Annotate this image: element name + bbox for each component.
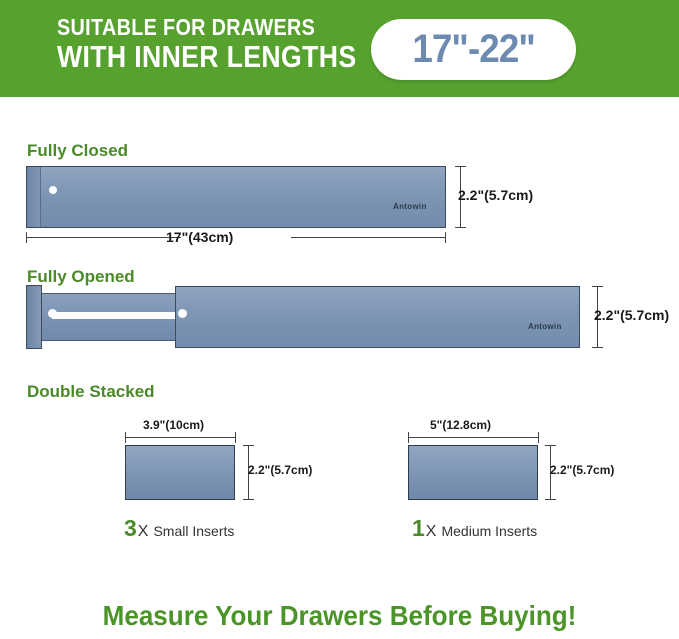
dimension-line-vertical bbox=[550, 445, 551, 500]
dimension-line-small-width bbox=[125, 432, 236, 443]
insert-medium-count-number: 1 bbox=[412, 515, 425, 541]
insert-small-count-multiplier: X bbox=[137, 523, 149, 540]
header-text-block: SUITABLE FOR DRAWERS WITH INNER LENGTHS bbox=[57, 14, 367, 74]
dimension-label-closed-width: 17"(43cm) bbox=[166, 229, 234, 245]
dimension-tick-bottom bbox=[545, 499, 556, 500]
divider-bar-opened-end-cap bbox=[26, 285, 42, 349]
dimension-line-small-height bbox=[243, 445, 254, 500]
insert-medium-count-multiplier: X bbox=[425, 523, 437, 540]
divider-bar-closed bbox=[26, 166, 446, 228]
brand-logo-opened: Antowin bbox=[528, 322, 562, 331]
dimension-label-small-height: 2.2"(5.7cm) bbox=[248, 463, 313, 477]
dimension-line-vertical bbox=[460, 166, 461, 228]
dimension-tick-right bbox=[235, 432, 236, 443]
dimension-tick-left bbox=[26, 232, 27, 243]
insert-medium-count-name: Medium Inserts bbox=[441, 523, 538, 539]
dimension-tick-bottom bbox=[243, 499, 254, 500]
divider-bar-opened-screw-hole-right-icon bbox=[178, 309, 187, 318]
dimension-line-segment-left bbox=[26, 237, 181, 238]
divider-bar-opened-screw-hole-left-icon bbox=[48, 309, 57, 318]
dimension-label-medium-height: 2.2"(5.7cm) bbox=[550, 463, 615, 477]
dimension-line-opened-height bbox=[592, 286, 603, 348]
dimension-line-vertical bbox=[597, 286, 598, 348]
dimension-line-vertical bbox=[248, 445, 249, 500]
size-range-badge-label: 17"-22" bbox=[412, 27, 535, 71]
divider-bar-closed-end-cap bbox=[27, 167, 41, 227]
dimension-tick-top bbox=[592, 286, 603, 287]
divider-bar-opened-main-panel bbox=[175, 286, 580, 348]
dimension-line-horizontal bbox=[125, 437, 236, 438]
section-heading-fully-opened: Fully Opened bbox=[27, 267, 135, 286]
dimension-tick-right bbox=[538, 432, 539, 443]
footer-tagline: Measure Your Drawers Before Buying! bbox=[102, 600, 577, 631]
insert-small-count-name: Small Inserts bbox=[153, 523, 235, 539]
brand-logo-closed: Antowin bbox=[393, 202, 427, 211]
dimension-tick-top bbox=[455, 166, 466, 167]
dimension-tick-left bbox=[125, 432, 126, 443]
insert-small-shape bbox=[125, 445, 235, 500]
header-banner: SUITABLE FOR DRAWERS WITH INNER LENGTHS … bbox=[0, 0, 679, 97]
dimension-line-closed-height bbox=[455, 166, 466, 228]
header-headline-line1: SUITABLE FOR DRAWERS bbox=[57, 14, 316, 40]
insert-small-count-number: 3 bbox=[124, 515, 137, 541]
section-heading-double-stacked: Double Stacked bbox=[27, 382, 155, 401]
dimension-label-closed-height: 2.2"(5.7cm) bbox=[458, 187, 534, 203]
dimension-tick-right bbox=[445, 232, 446, 243]
divider-bar-closed-screw-hole-icon bbox=[49, 186, 57, 194]
section-heading-fully-closed: Fully Closed bbox=[27, 141, 129, 160]
dimension-label-medium-width: 5"(12.8cm) bbox=[430, 418, 492, 432]
dimension-line-medium-height bbox=[545, 445, 556, 500]
dimension-tick-left bbox=[408, 432, 409, 443]
dimension-tick-top bbox=[545, 445, 556, 446]
insert-medium-shape bbox=[408, 445, 538, 500]
dimension-line-horizontal bbox=[408, 437, 539, 438]
dimension-line-closed-width bbox=[26, 232, 446, 243]
dimension-line-segment-right bbox=[291, 237, 446, 238]
header-headline-line2: WITH INNER LENGTHS bbox=[57, 39, 357, 74]
divider-bar-opened-slot bbox=[52, 312, 180, 319]
dimension-label-small-width: 3.9"(10cm) bbox=[143, 418, 205, 432]
dimension-tick-bottom bbox=[455, 227, 466, 228]
dimension-label-opened-height: 2.2"(5.7cm) bbox=[594, 307, 670, 323]
dimension-line-medium-width bbox=[408, 432, 539, 443]
dimension-tick-bottom bbox=[592, 347, 603, 348]
insert-medium-count-label: 1 X Medium Inserts bbox=[412, 517, 537, 540]
dimension-tick-top bbox=[243, 445, 254, 446]
size-range-badge: 17"-22" bbox=[371, 19, 576, 80]
insert-small-count-label: 3 X Small Inserts bbox=[124, 517, 234, 540]
